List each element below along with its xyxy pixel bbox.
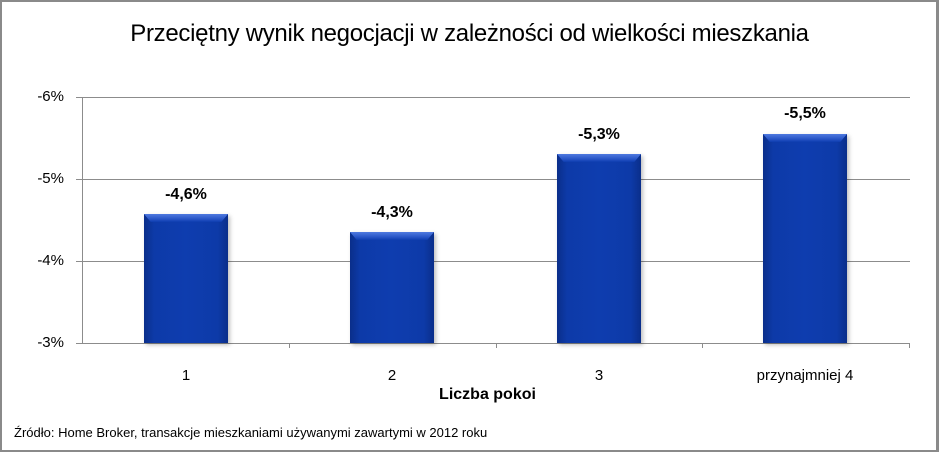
bar-value-label: -4,3%: [371, 204, 413, 221]
x-tick: [496, 343, 497, 348]
x-category-label: 1: [181, 367, 191, 384]
x-tick: [909, 343, 910, 348]
gridline: [76, 97, 910, 98]
x-axis-line: [76, 343, 910, 344]
x-tick: [289, 343, 290, 348]
y-tick-label: -5%: [37, 170, 64, 187]
x-category-label: 3: [594, 367, 604, 384]
y-tick-label: -6%: [37, 88, 64, 105]
x-category-label: 2: [387, 367, 397, 384]
x-axis-title: Liczba pokoi: [439, 386, 536, 403]
gridline: [76, 179, 910, 180]
y-tick-label: -3%: [37, 334, 64, 351]
bar-3-rooms: [557, 154, 641, 343]
bar-2-rooms: [350, 232, 434, 343]
x-category-label: przynajmniej 4: [756, 367, 854, 384]
gridline: [76, 261, 910, 262]
source-note: Źródło: Home Broker, transakcje mieszkan…: [14, 425, 488, 440]
x-tick: [702, 343, 703, 348]
bar-value-label: -5,5%: [784, 105, 826, 122]
bar-value-label: -4,6%: [165, 186, 207, 203]
bar-value-label: -5,3%: [578, 126, 620, 143]
chart-title: Przeciętny wynik negocjacji w zależności…: [130, 20, 809, 47]
bar-4plus-rooms: [763, 134, 847, 343]
y-tick-label: -4%: [37, 252, 64, 269]
y-axis-line: [82, 97, 83, 343]
bar-1-room: [144, 214, 228, 343]
